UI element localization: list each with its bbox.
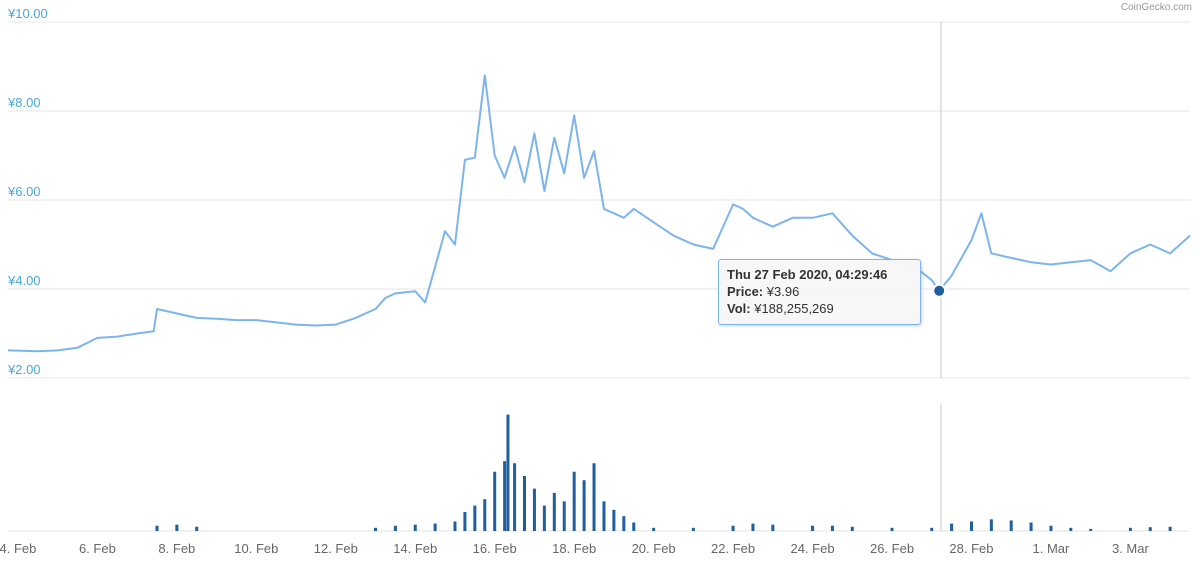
tooltip-price-label: Price: xyxy=(727,284,764,299)
volume-bar xyxy=(1009,520,1013,531)
price-tooltip: Thu 27 Feb 2020, 04:29:46 Price: ¥3.96 V… xyxy=(718,259,921,325)
volume-bar xyxy=(850,526,854,531)
volume-bar xyxy=(1148,527,1152,531)
volume-bar xyxy=(582,480,586,531)
volume-bar xyxy=(1089,528,1093,531)
volume-bar xyxy=(503,461,507,531)
volume-bar xyxy=(552,492,556,531)
volume-bar xyxy=(532,488,536,531)
volume-bar xyxy=(731,525,735,531)
volume-bar xyxy=(1168,526,1172,531)
volume-bar xyxy=(155,525,159,531)
x-tick-label: 22. Feb xyxy=(711,541,755,556)
x-tick-label: 18. Feb xyxy=(552,541,596,556)
volume-bar xyxy=(453,521,457,531)
volume-bar xyxy=(562,501,566,531)
volume-bar xyxy=(1049,525,1053,531)
tooltip-vol-row: Vol: ¥188,255,269 xyxy=(727,300,912,317)
volume-bar xyxy=(175,524,179,531)
x-tick-label: 20. Feb xyxy=(632,541,676,556)
x-tick-label: 28. Feb xyxy=(949,541,993,556)
volume-bar xyxy=(374,527,378,531)
x-tick-label: 3. Mar xyxy=(1112,541,1150,556)
x-axis-ticks: 4. Feb 6. Feb 8. Feb 10. Feb 12. Feb 14. Feb 1… xyxy=(0,541,1149,556)
volume-bar xyxy=(433,523,437,531)
tooltip-date: Thu 27 Feb 2020, 04:29:46 xyxy=(727,267,888,282)
y-tick-label: ¥2.00 xyxy=(7,362,41,377)
y-tick-label: ¥10.00 xyxy=(7,6,48,21)
x-tick-label: 8. Feb xyxy=(158,541,195,556)
tooltip-vol-value: ¥188,255,269 xyxy=(754,301,834,316)
volume-bars xyxy=(155,414,1172,531)
volume-bar xyxy=(473,505,477,531)
volume-bar xyxy=(542,505,546,531)
volume-bar xyxy=(1069,527,1073,531)
volume-bar xyxy=(830,525,834,531)
x-tick-label: 16. Feb xyxy=(473,541,517,556)
y-tick-label: ¥4.00 xyxy=(7,273,41,288)
volume-bar xyxy=(811,525,815,531)
x-tick-label: 1. Mar xyxy=(1033,541,1071,556)
volume-bar xyxy=(572,471,576,531)
volume-bar xyxy=(493,471,497,531)
volume-bar xyxy=(1029,522,1033,531)
volume-bar xyxy=(771,524,775,531)
gridlines xyxy=(8,21,1190,532)
volume-bar xyxy=(1128,527,1132,531)
x-tick-label: 4. Feb xyxy=(0,541,36,556)
volume-bar xyxy=(622,516,626,531)
hover-point-marker[interactable] xyxy=(932,283,947,298)
volume-bar xyxy=(523,475,527,531)
x-tick-label: 24. Feb xyxy=(791,541,835,556)
y-tick-label: ¥8.00 xyxy=(7,95,41,110)
volume-bar xyxy=(413,524,417,531)
volume-bar xyxy=(632,522,636,531)
x-tick-label: 14. Feb xyxy=(393,541,437,556)
volume-bar xyxy=(989,519,993,531)
volume-bar xyxy=(513,463,517,531)
x-tick-label: 10. Feb xyxy=(234,541,278,556)
volume-bar xyxy=(950,523,954,531)
brand-credit[interactable]: CoinGecko.com xyxy=(1121,2,1192,13)
volume-bar xyxy=(506,414,510,531)
tooltip-price-value: ¥3.96 xyxy=(766,284,800,299)
tooltip-price-row: Price: ¥3.96 xyxy=(727,283,912,300)
price-line xyxy=(7,74,1191,353)
x-tick-label: 26. Feb xyxy=(870,541,914,556)
volume-bar xyxy=(652,527,656,531)
volume-bar xyxy=(691,527,695,531)
tooltip-vol-label: Vol: xyxy=(727,301,751,316)
volume-bar xyxy=(195,526,199,531)
y-axis-ticks: ¥10.00 ¥8.00 ¥6.00 ¥4.00 ¥2.00 xyxy=(7,6,48,377)
y-tick-label: ¥6.00 xyxy=(7,184,41,199)
volume-bar xyxy=(602,501,606,531)
volume-bar xyxy=(592,463,596,531)
x-tick-label: 12. Feb xyxy=(314,541,358,556)
volume-bar xyxy=(483,499,487,531)
volume-bar xyxy=(393,525,397,531)
x-tick-label: 6. Feb xyxy=(79,541,116,556)
price-series xyxy=(7,74,1191,353)
volume-bar xyxy=(969,521,973,531)
volume-bar xyxy=(612,509,616,531)
volume-bar xyxy=(890,527,894,531)
volume-bar xyxy=(930,527,934,531)
volume-bar xyxy=(463,511,467,531)
volume-bar xyxy=(751,523,755,531)
